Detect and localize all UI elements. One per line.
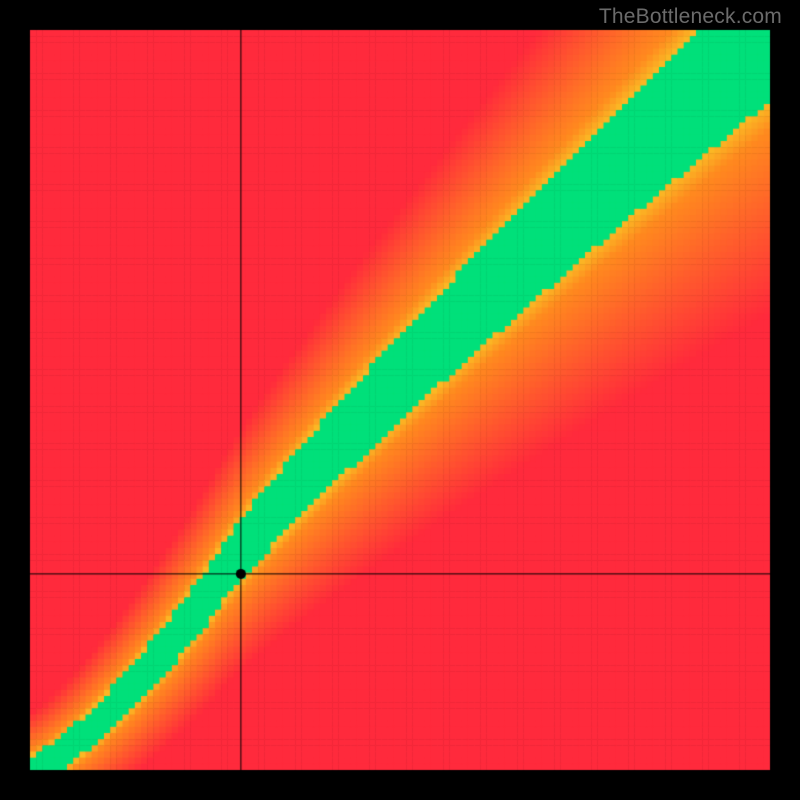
bottleneck-heatmap	[0, 0, 800, 800]
chart-container: TheBottleneck.com	[0, 0, 800, 800]
watermark-text: TheBottleneck.com	[599, 5, 782, 29]
